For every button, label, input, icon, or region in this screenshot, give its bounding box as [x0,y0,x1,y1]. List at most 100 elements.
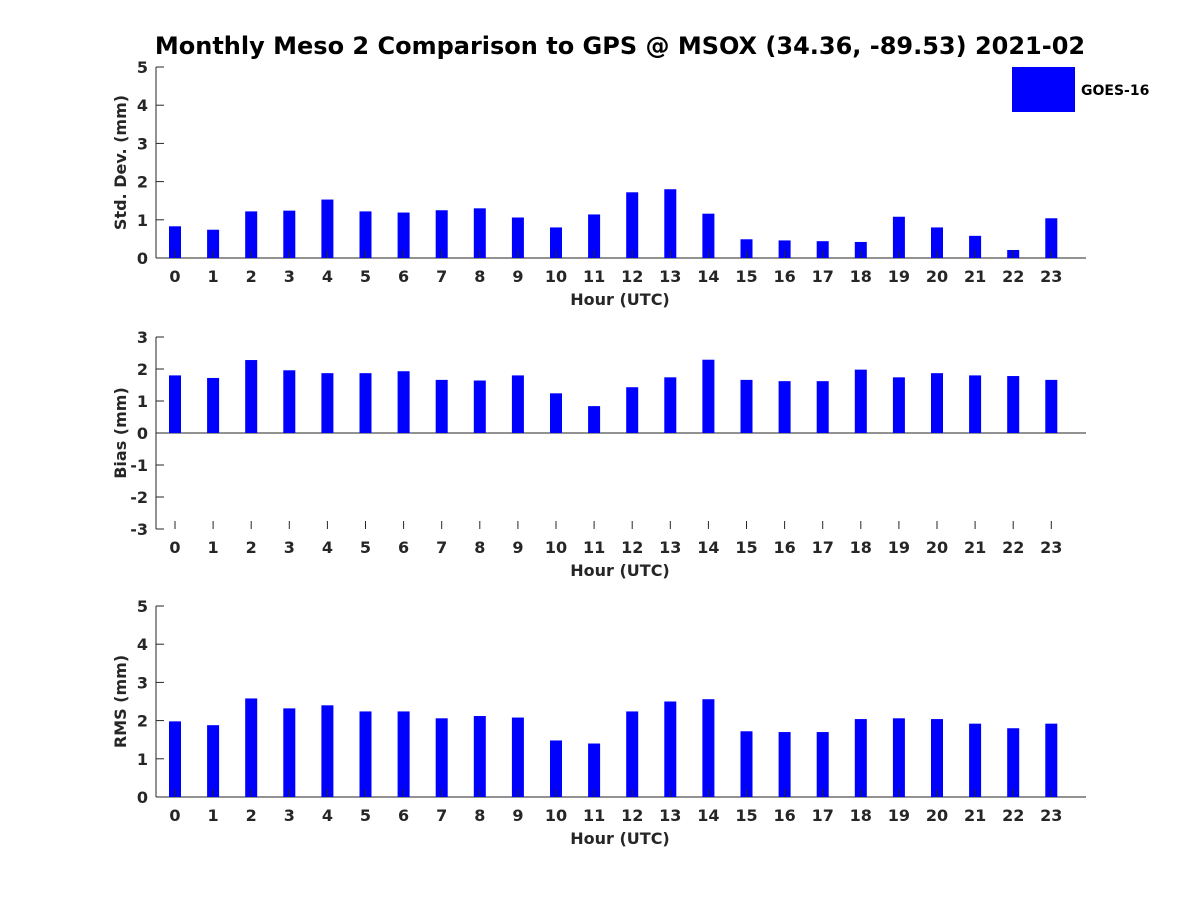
x-tick-label: 3 [284,538,295,557]
bar [245,211,258,258]
x-tick-label: 21 [964,806,986,825]
x-tick-label: 11 [583,806,605,825]
x-tick-label: 22 [1002,267,1024,286]
bar [169,375,181,433]
x-tick-label: 7 [436,806,447,825]
x-tick-label: 19 [888,538,910,557]
x-tick-label: 20 [926,267,948,286]
x-tick-label: 10 [545,267,567,286]
bar [588,743,601,797]
x-tick-label: 5 [360,806,371,825]
x-tick-label: 22 [1002,538,1024,557]
bar [283,210,296,258]
bar [511,217,524,258]
bar [283,708,296,797]
y-tick-label: -1 [130,456,148,475]
bar [473,208,486,258]
x-tick-label: 2 [246,538,257,557]
x-tick-label: 11 [583,267,605,286]
x-tick-label: 8 [474,538,485,557]
bar [283,370,296,433]
x-tick-label: 1 [208,267,219,286]
y-tick-label: -3 [130,520,148,539]
x-tick-label: 0 [169,267,180,286]
bar [969,375,982,433]
x-tick-label: 8 [474,806,485,825]
y-tick-label: 1 [137,392,148,411]
bar [931,227,943,258]
y-tick-label: 3 [137,328,148,347]
bar [702,213,715,258]
x-tick-label: 1 [208,806,219,825]
x-tick-label: 13 [659,538,681,557]
bar [550,227,562,258]
x-tick-label: 6 [398,267,409,286]
x-axis-label: Hour (UTC) [570,290,670,309]
x-tick-label: 10 [545,806,567,825]
bar [816,381,829,433]
x-axis-label: Hour (UTC) [570,829,670,848]
x-tick-label: 23 [1040,267,1062,286]
x-tick-label: 0 [169,806,180,825]
x-tick-label: 9 [512,538,523,557]
x-tick-label: 17 [812,267,834,286]
x-tick-label: 12 [621,806,643,825]
bar [626,711,639,797]
x-tick-label: 20 [926,538,948,557]
bar [435,379,448,433]
bar [664,189,677,258]
x-tick-label: 15 [735,538,757,557]
bar [397,212,410,258]
x-tick-label: 6 [398,538,409,557]
bar [892,718,905,797]
x-tick-label: 18 [850,538,872,557]
x-tick-label: 16 [773,267,795,286]
bar [740,731,753,797]
bar [740,239,753,258]
legend: GOES-16 [1012,67,1149,112]
bar [664,701,677,797]
bar [626,387,639,433]
bar [321,705,334,797]
x-tick-label: 6 [398,806,409,825]
bar [1045,379,1058,433]
bar [550,740,562,797]
y-tick-label: 1 [137,211,148,230]
bar [359,373,372,433]
x-axis-label: Hour (UTC) [570,561,670,580]
x-tick-label: 19 [888,806,910,825]
x-tick-label: 9 [512,267,523,286]
y-tick-label: 5 [137,597,148,616]
x-tick-label: 4 [322,538,333,557]
x-tick-label: 3 [284,267,295,286]
y-tick-label: 2 [137,360,148,379]
x-tick-label: 17 [812,538,834,557]
bar [1007,728,1020,797]
x-tick-label: 10 [545,538,567,557]
bar [969,235,982,258]
y-tick-label: 3 [137,134,148,153]
bar [740,379,753,433]
bar [588,214,601,258]
x-tick-label: 2 [246,806,257,825]
x-tick-label: 15 [735,806,757,825]
x-tick-label: 18 [850,267,872,286]
x-tick-label: 23 [1040,806,1062,825]
x-tick-label: 14 [697,267,719,286]
legend-label: GOES-16 [1081,83,1149,99]
y-tick-label: -2 [130,488,148,507]
x-tick-label: 16 [773,538,795,557]
y-axis-label: RMS (mm) [111,655,130,748]
bar [588,406,601,433]
x-tick-label: 22 [1002,806,1024,825]
bar [359,211,372,258]
x-tick-label: 0 [169,538,180,557]
bar [816,241,829,258]
bar [702,359,715,433]
y-tick-label: 0 [137,424,148,443]
bar [511,717,524,797]
bar [511,375,524,433]
bar [245,360,258,433]
